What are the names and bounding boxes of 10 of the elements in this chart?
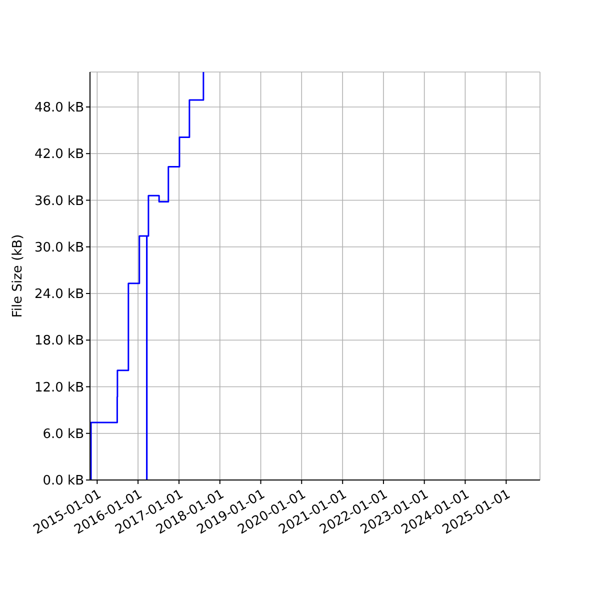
y-tick-label: 48.0 kB	[34, 100, 84, 116]
y-axis-title: File Size (kB)	[10, 234, 26, 318]
y-tick-label: 30.0 kB	[34, 240, 84, 256]
y-tick-label: 0.0 kB	[42, 474, 84, 489]
y-tick-label: 12.0 kB	[34, 380, 84, 396]
y-tick-label: 6.0 kB	[42, 426, 84, 442]
y-tick-label: 42.0 kB	[34, 147, 84, 162]
y-tick-label: 18.0 kB	[34, 334, 84, 349]
y-tick-label: 24.0 kB	[34, 287, 84, 302]
y-tick-label: 36.0 kB	[34, 194, 84, 209]
